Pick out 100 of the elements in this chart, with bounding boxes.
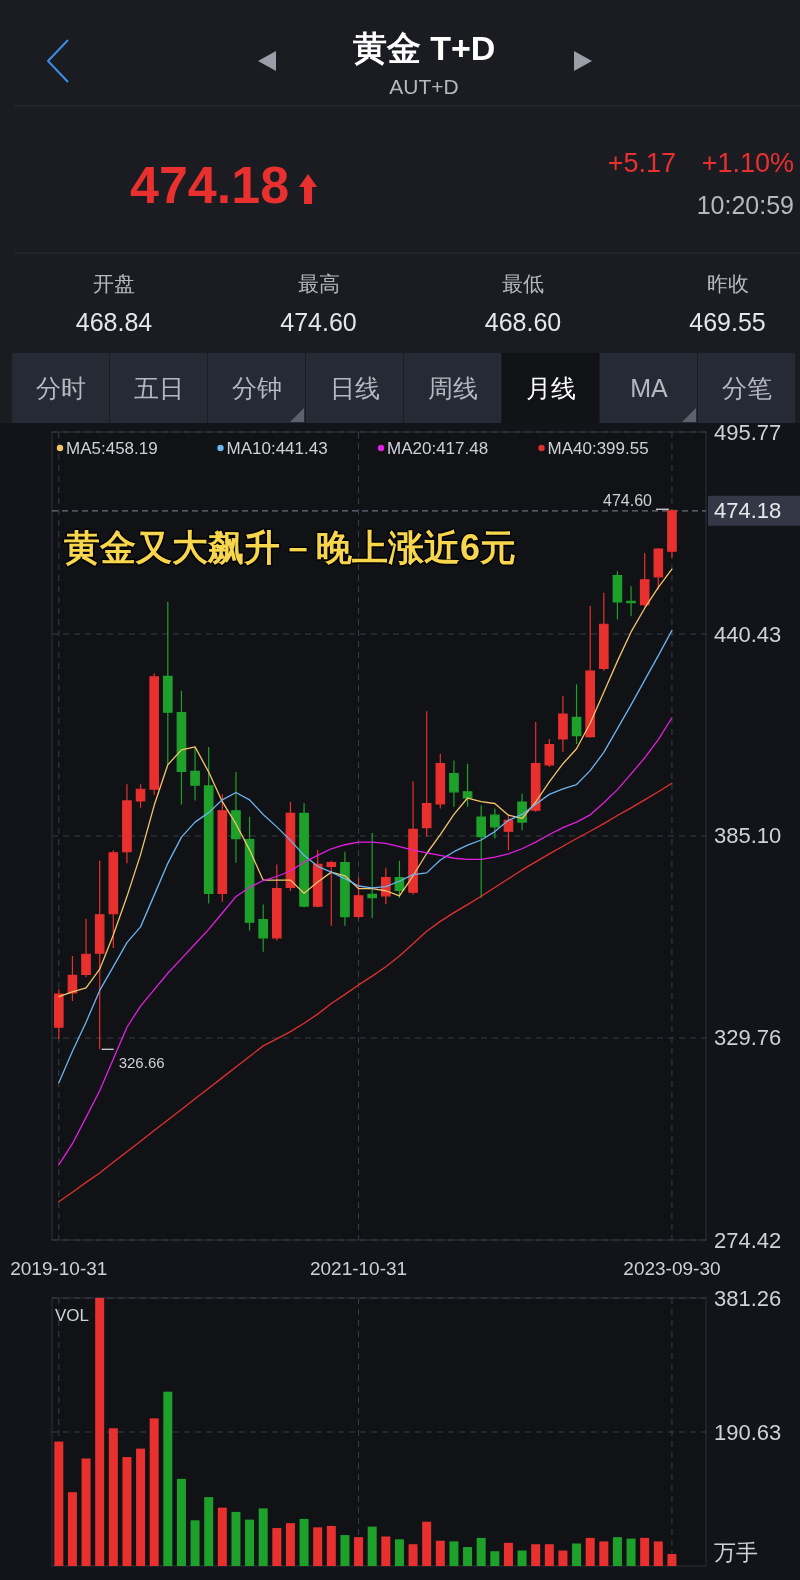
bar	[149, 1418, 159, 1566]
bar	[476, 1537, 486, 1566]
bar	[67, 1492, 77, 1566]
bar	[503, 1542, 513, 1566]
annotation: 黄金又大飙升－晚上涨近6元	[64, 527, 517, 568]
bar	[217, 1507, 227, 1566]
text: 昨收	[706, 272, 749, 295]
legend-label: MA5:458.19	[66, 438, 158, 458]
bar	[122, 1457, 132, 1567]
text: VOL	[55, 1306, 90, 1325]
candlestick	[299, 802, 309, 908]
legend-label: MA20:417.48	[387, 438, 489, 458]
y-tick-label: 190.63	[714, 1419, 782, 1445]
candlestick	[94, 860, 105, 1050]
bar	[95, 1298, 105, 1566]
bar	[313, 1527, 323, 1566]
bar	[381, 1536, 391, 1566]
bar	[463, 1547, 473, 1566]
candlestick	[612, 570, 623, 621]
bar	[108, 1428, 118, 1567]
bar	[136, 1448, 146, 1566]
text: 474.18	[130, 156, 290, 214]
bar	[231, 1511, 241, 1566]
bar	[449, 1541, 459, 1566]
candlestick	[449, 759, 459, 808]
bar	[285, 1523, 295, 1566]
bar	[572, 1543, 582, 1566]
bar	[81, 1458, 91, 1566]
candlestick	[476, 804, 487, 899]
y-tick-label: 440.43	[714, 621, 782, 647]
candlestick	[571, 683, 582, 745]
candlestick	[190, 747, 200, 802]
candlestick	[489, 808, 500, 840]
text: 最高	[297, 272, 340, 295]
candlestick	[312, 849, 323, 908]
bar	[299, 1518, 309, 1566]
text: 468.60	[484, 308, 562, 336]
text: MA	[630, 374, 669, 402]
annotation: 474.60	[603, 492, 653, 510]
text: 周线	[428, 374, 478, 402]
text: 日线	[330, 374, 380, 402]
candlestick	[394, 860, 405, 899]
candlestick	[203, 746, 214, 905]
annotation: 326.66	[118, 1053, 165, 1071]
bar	[626, 1538, 636, 1566]
candlestick	[108, 849, 119, 949]
bar	[54, 1441, 64, 1566]
text: 468.84	[75, 308, 153, 336]
text: 469.55	[689, 308, 766, 336]
y-tick-label: 495.77	[714, 419, 782, 445]
candlestick	[135, 783, 146, 809]
candlestick	[176, 690, 187, 806]
bar	[163, 1391, 173, 1566]
bar	[354, 1537, 364, 1566]
x-tick-label: 2019-10-31	[10, 1258, 108, 1279]
bar	[272, 1528, 282, 1566]
y-tick-label: 329.76	[714, 1025, 782, 1051]
bar	[204, 1497, 214, 1566]
text: +1.10%	[701, 148, 794, 178]
bar	[394, 1539, 404, 1566]
text: 月线	[526, 374, 576, 402]
candlestick	[81, 918, 91, 978]
candlestick	[421, 710, 432, 838]
candlestick	[367, 832, 378, 919]
bar	[340, 1535, 350, 1566]
candlestick	[271, 863, 282, 941]
text: 10:20:59	[696, 191, 794, 219]
x-tick-label: 2021-10-31	[309, 1258, 408, 1279]
text: +5.17	[607, 148, 676, 178]
candlestick	[585, 605, 596, 739]
text: 五日	[134, 374, 184, 402]
bar	[258, 1508, 268, 1566]
line-series	[58, 782, 673, 1203]
candlestick	[598, 592, 609, 672]
bar	[517, 1550, 527, 1566]
text: 最低	[502, 272, 544, 295]
ref-line-label: 474.18	[714, 498, 782, 524]
text: 开盘	[93, 272, 135, 295]
line-series	[58, 717, 673, 1166]
candlestick	[258, 904, 269, 953]
text: 分时	[36, 374, 86, 402]
candlestick	[530, 721, 541, 813]
y-tick-label: 274.42	[714, 1227, 782, 1253]
text: 分笔	[722, 374, 772, 402]
candlestick	[67, 955, 78, 1002]
candlestick	[653, 547, 664, 591]
y-tick-label: 381.26	[714, 1285, 782, 1311]
bar	[408, 1544, 418, 1566]
candlestick	[53, 988, 64, 1040]
bar	[599, 1541, 609, 1566]
y-tick-label: 385.10	[714, 823, 782, 849]
candlestick	[353, 877, 364, 920]
bar	[435, 1540, 445, 1566]
bar	[612, 1537, 622, 1566]
x-tick-label: 2023-09-30	[623, 1258, 721, 1279]
line-series	[58, 568, 673, 998]
candlestick	[149, 672, 160, 796]
candlestick	[544, 738, 555, 768]
candlestick	[162, 601, 173, 766]
candlestick	[340, 851, 350, 927]
